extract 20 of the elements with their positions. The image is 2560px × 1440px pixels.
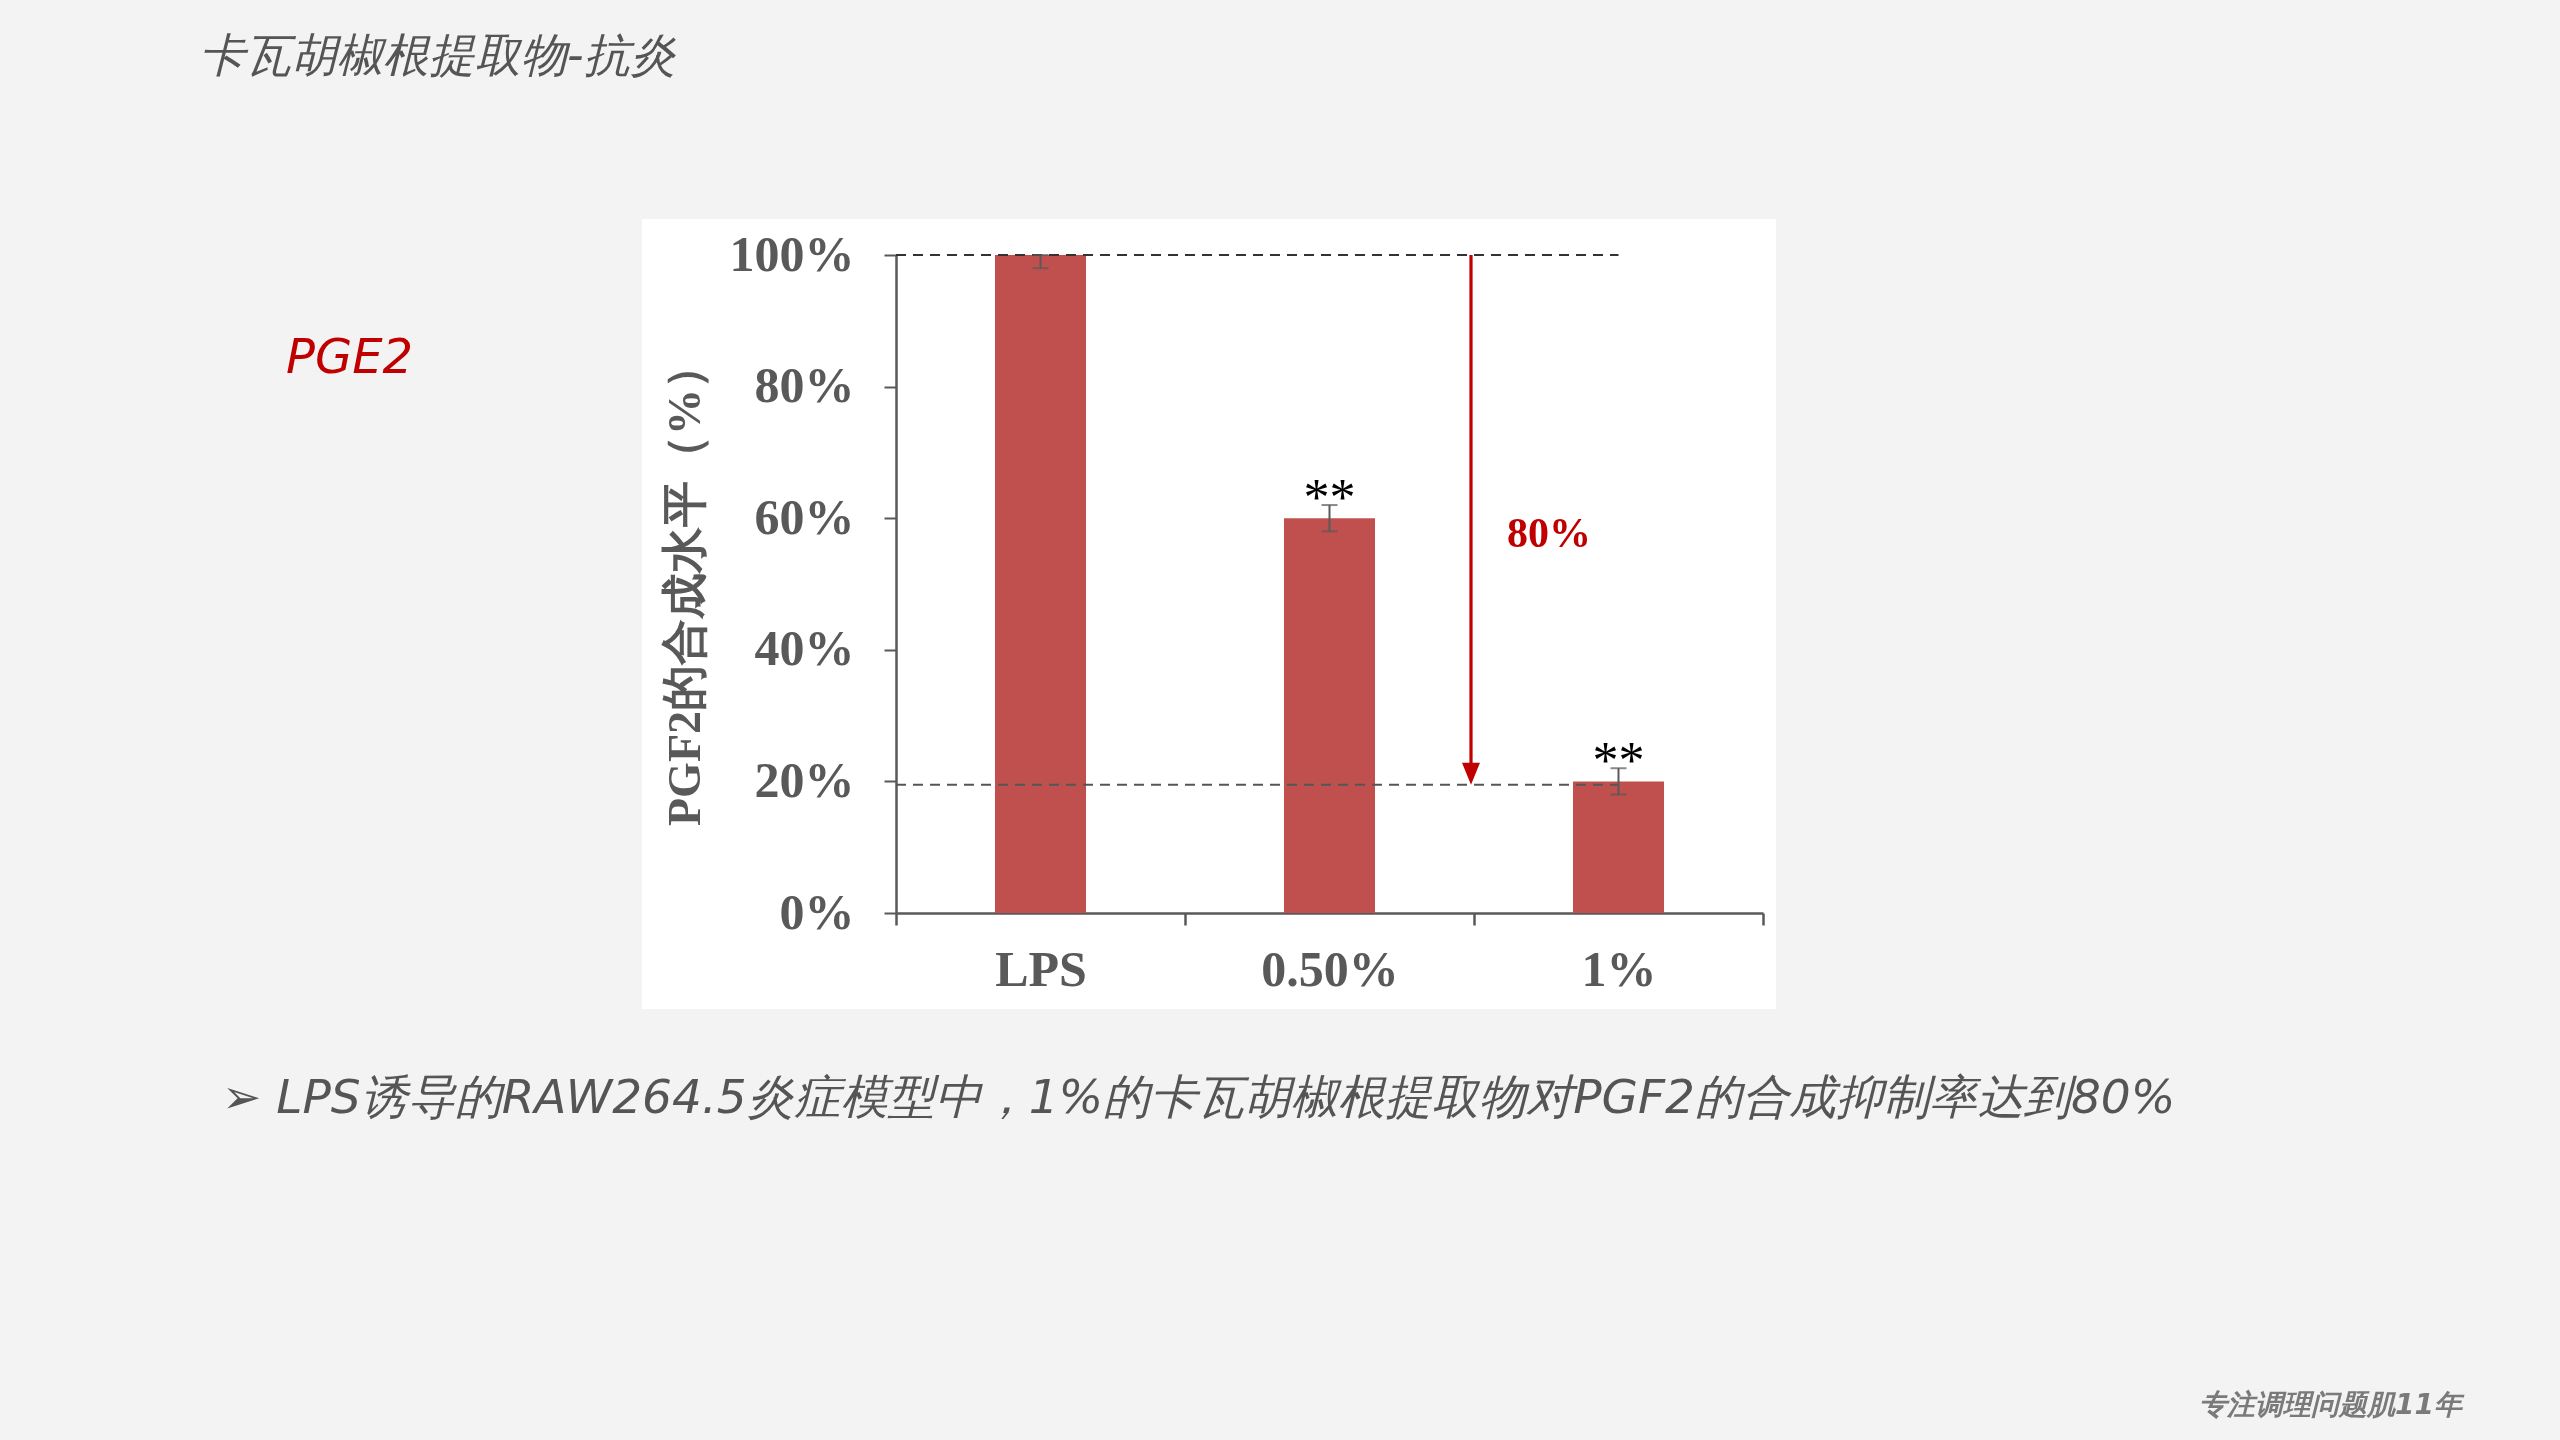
bar [994, 255, 1087, 913]
y-axis-title: PGF2的合成水平（%） [658, 343, 710, 826]
annotation: 80% [1507, 509, 1591, 556]
annotation: ** [1592, 732, 1645, 790]
x-tick-label: LPS [995, 940, 1087, 997]
y-tick-label: 100% [729, 225, 855, 282]
x-tick-label: 1% [1581, 940, 1657, 997]
text: PGE2 [286, 328, 414, 384]
bar [1572, 781, 1665, 913]
x-tick-label: 0.50% [1261, 940, 1399, 997]
annotation: ** [1303, 469, 1356, 527]
text: 卡瓦胡椒根提取物-抗炎 [199, 28, 676, 82]
bar [1283, 518, 1376, 913]
y-tick-label: 0% [779, 883, 855, 940]
y-tick-label: 40% [754, 620, 855, 677]
text: 专注调理问题肌11年 [2199, 1388, 2465, 1421]
y-tick-label: 80% [754, 357, 855, 414]
y-tick-label: 60% [754, 488, 855, 545]
y-tick-label: 20% [754, 751, 855, 808]
text: ➢ LPS诱导的RAW264.5炎症模型中，1%的卡瓦胡椒根提取物对PGF2的合成抑制率达到80% [222, 1069, 2176, 1124]
